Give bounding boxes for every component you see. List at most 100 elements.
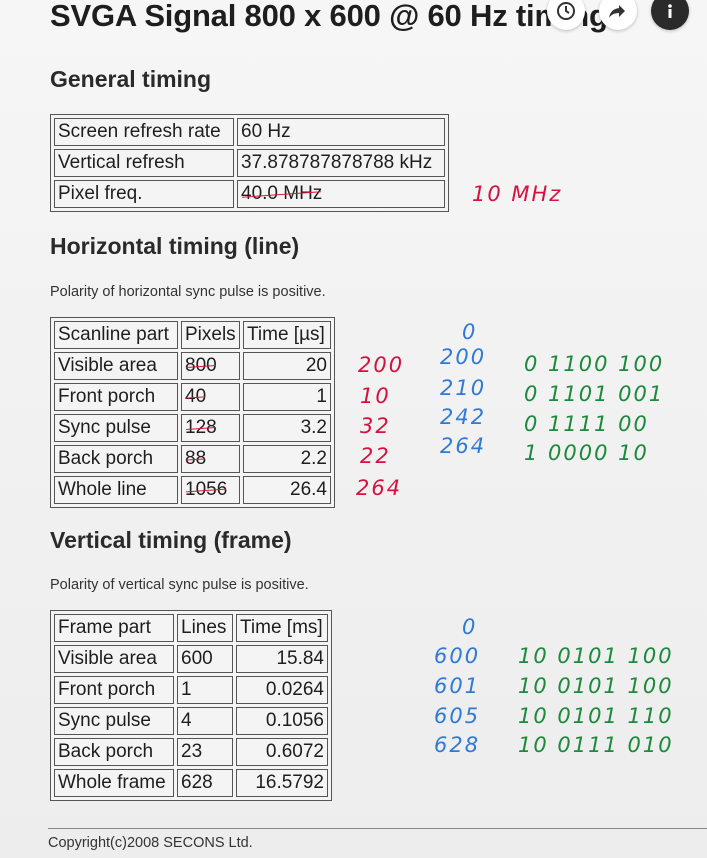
info-button[interactable] — [651, 0, 689, 30]
table-row: Back porch 88 2.2 — [54, 445, 331, 473]
vertical-timing-heading: Vertical timing (frame) — [50, 527, 292, 553]
horizontal-polarity-note: Polarity of horizontal sync pulse is pos… — [50, 284, 326, 300]
general-timing-heading: General timing — [50, 66, 212, 92]
handwritten-blue-note: 200 — [440, 345, 487, 369]
time-cell: 1 — [243, 383, 331, 411]
handwritten-red-note: 10 — [360, 384, 391, 408]
table-row: Visible area 600 15.84 — [54, 645, 328, 673]
scanline-part: Visible area — [54, 352, 178, 380]
general-label: Screen refresh rate — [54, 118, 234, 146]
footer-divider — [48, 828, 707, 829]
time-cell: 26.4 — [243, 476, 331, 504]
handwritten-blue-note: 600 — [434, 644, 481, 668]
handwritten-red-note: 264 — [356, 476, 403, 500]
column-header: Pixels — [181, 321, 240, 349]
handwritten-blue-note: 264 — [440, 434, 487, 458]
lines-cell: 1 — [177, 676, 233, 704]
time-cell: 15.84 — [236, 645, 328, 673]
pixel-freq-annotation: 10 MHz — [472, 182, 563, 206]
column-header: Lines — [177, 614, 233, 642]
table-header-row: Frame part Lines Time [ms] — [54, 614, 328, 642]
column-header: Frame part — [54, 614, 174, 642]
column-header: Time [µs] — [243, 321, 331, 349]
vertical-timing-table: Frame part Lines Time [ms] Visible area … — [50, 610, 332, 801]
handwritten-blue-note: 601 — [434, 674, 481, 698]
pixels-value: 128 — [185, 417, 217, 438]
handwritten-red-note: 200 — [358, 353, 405, 377]
pixels-value: 800 — [185, 355, 217, 376]
watch-later-button[interactable] — [547, 0, 585, 30]
lines-cell: 600 — [177, 645, 233, 673]
pixels-cell: 88 — [181, 445, 240, 473]
lines-cell: 628 — [177, 769, 233, 797]
pixels-value: 88 — [185, 448, 207, 469]
column-header: Time [ms] — [236, 614, 328, 642]
handwritten-green-note: 0 1101 001 — [524, 382, 665, 406]
table-row: Front porch 40 1 — [54, 383, 331, 411]
frame-part: Whole frame — [54, 769, 174, 797]
table-row: Sync pulse 128 3.2 — [54, 414, 331, 442]
general-value: 40.0 MHz — [237, 180, 445, 208]
handwritten-green-note: 10 0101 110 — [518, 704, 674, 728]
column-header: Scanline part — [54, 321, 178, 349]
table-row: Visible area 800 20 — [54, 352, 331, 380]
info-icon — [668, 4, 672, 18]
time-cell: 2.2 — [243, 445, 331, 473]
frame-part: Visible area — [54, 645, 174, 673]
table-row: Sync pulse 4 0.1056 — [54, 707, 328, 735]
video-overlay-controls — [547, 0, 689, 30]
pixels-cell: 800 — [181, 352, 240, 380]
pixels-value: 1056 — [185, 479, 228, 500]
horizontal-timing-heading: Horizontal timing (line) — [50, 233, 300, 259]
table-header-row: Scanline part Pixels Time [µs] — [54, 321, 331, 349]
clock-icon — [557, 2, 575, 20]
lines-cell: 23 — [177, 738, 233, 766]
pixels-value: 40 — [185, 386, 207, 407]
general-label: Vertical refresh — [54, 149, 234, 177]
table-row: Screen refresh rate 60 Hz — [54, 118, 445, 146]
horizontal-timing-table: Scanline part Pixels Time [µs] Visible a… — [50, 317, 335, 508]
page-title: SVGA Signal 800 x 600 @ 60 Hz timing — [50, 0, 608, 33]
handwritten-green-note: 0 1111 00 — [524, 412, 649, 436]
time-cell: 0.1056 — [236, 707, 328, 735]
handwritten-green-note: 10 0101 100 — [518, 644, 674, 668]
handwritten-red-note: 32 — [360, 414, 391, 438]
scanline-part: Back porch — [54, 445, 178, 473]
general-timing-table: Screen refresh rate 60 Hz Vertical refre… — [50, 114, 449, 212]
table-row: Front porch 1 0.0264 — [54, 676, 328, 704]
table-row: Back porch 23 0.6072 — [54, 738, 328, 766]
share-icon — [609, 5, 625, 18]
general-value: 37.878787878788 kHz — [237, 149, 445, 177]
handwritten-blue-note: 210 — [440, 376, 487, 400]
handwritten-green-note: 10 0111 010 — [518, 733, 674, 757]
scanline-part: Front porch — [54, 383, 178, 411]
pixel-freq-struck-value: 40.0 MHz — [241, 183, 323, 204]
pixels-cell: 40 — [181, 383, 240, 411]
handwritten-green-note: 0 1100 100 — [524, 352, 665, 376]
handwritten-red-note: 22 — [360, 444, 391, 468]
handwritten-blue-note: 0 — [462, 615, 478, 639]
general-label: Pixel freq. — [54, 180, 234, 208]
handwritten-blue-note: 628 — [434, 733, 481, 757]
handwritten-green-note: 1 0000 10 — [524, 441, 649, 465]
share-button[interactable] — [599, 0, 637, 30]
scanline-part: Sync pulse — [54, 414, 178, 442]
handwritten-blue-note: 605 — [434, 704, 481, 728]
vertical-polarity-note: Polarity of vertical sync pulse is posit… — [50, 577, 309, 593]
frame-part: Front porch — [54, 676, 174, 704]
pixels-cell: 128 — [181, 414, 240, 442]
general-value: 60 Hz — [237, 118, 445, 146]
table-row: Whole line 1056 26.4 — [54, 476, 331, 504]
time-cell: 16.5792 — [236, 769, 328, 797]
pixels-cell: 1056 — [181, 476, 240, 504]
time-cell: 0.6072 — [236, 738, 328, 766]
time-cell: 3.2 — [243, 414, 331, 442]
frame-part: Sync pulse — [54, 707, 174, 735]
table-row: Vertical refresh 37.878787878788 kHz — [54, 149, 445, 177]
scanline-part: Whole line — [54, 476, 178, 504]
table-row: Pixel freq. 40.0 MHz — [54, 180, 445, 208]
copyright-footer: Copyright(c)2008 SECONS Ltd. — [48, 835, 253, 851]
time-cell: 0.0264 — [236, 676, 328, 704]
handwritten-blue-note: 0 — [462, 320, 478, 344]
time-cell: 20 — [243, 352, 331, 380]
